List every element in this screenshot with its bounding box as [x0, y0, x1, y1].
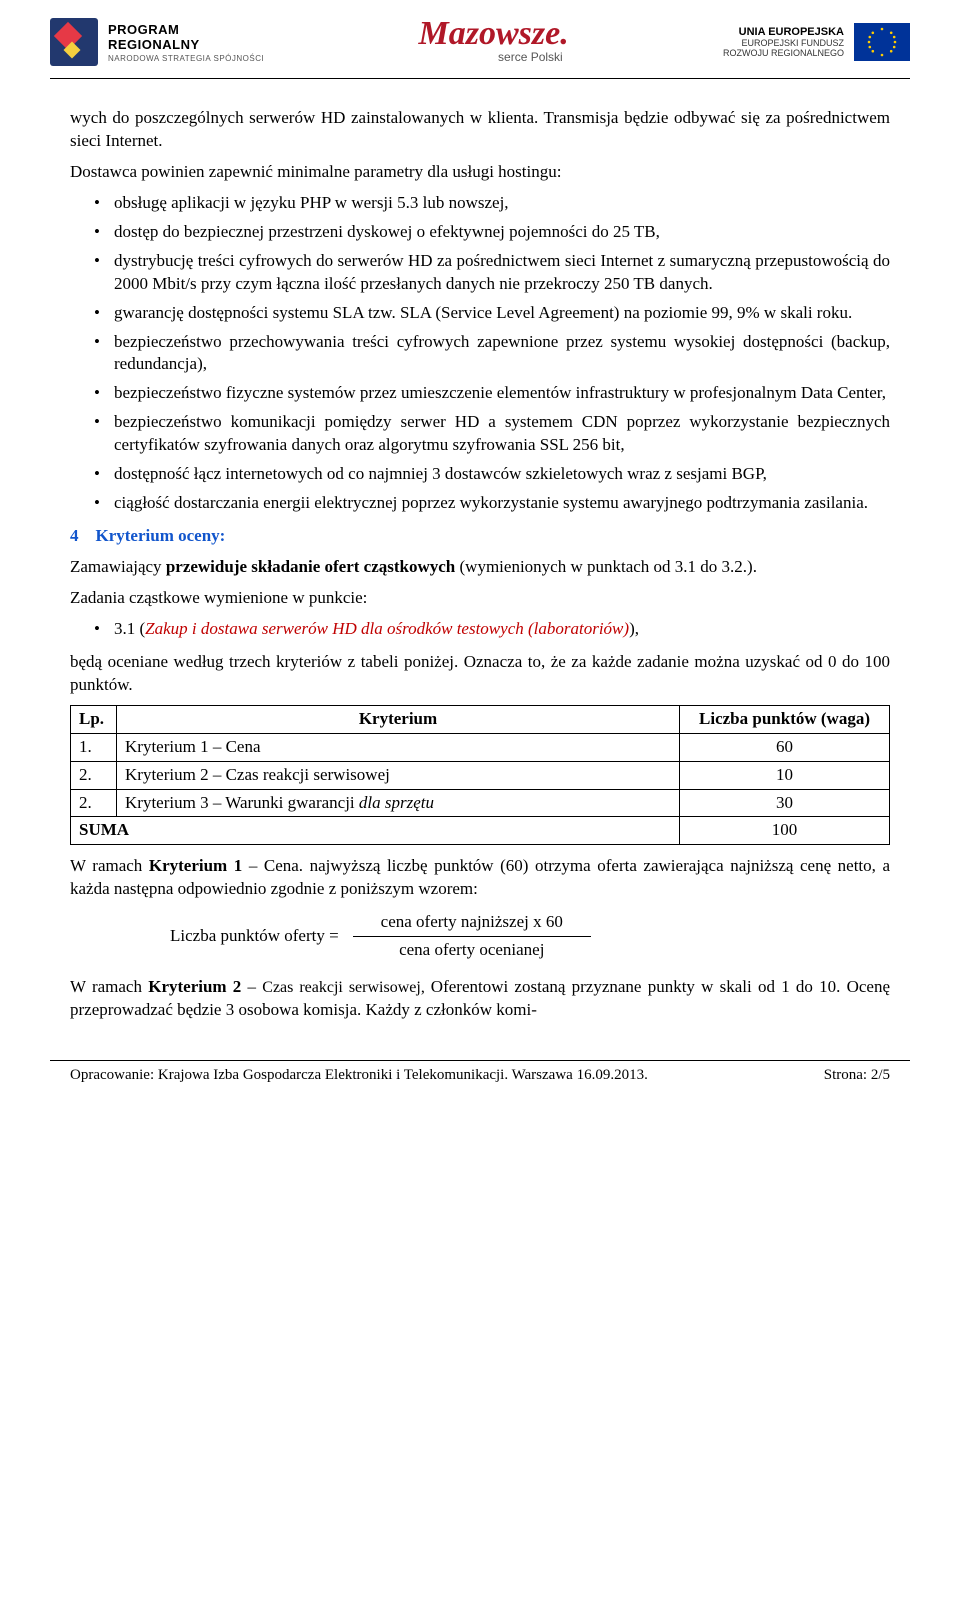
suma-label: SUMA: [79, 820, 129, 839]
cell-lp: 2.: [71, 761, 117, 789]
eu-line2: EUROPEJSKI FUNDUSZ: [723, 38, 844, 48]
para-tasks-lead: Zadania cząstkowe wymienione w punkcie:: [70, 587, 890, 610]
text: W ramach: [70, 977, 148, 996]
cell-suma-val: 100: [680, 817, 890, 845]
cell-lp: 2.: [71, 789, 117, 817]
cell-kr: Kryterium 3 – Warunki gwarancji dla sprz…: [117, 789, 680, 817]
cell-kr: Kryterium 2 – Czas reakcji serwisowej: [117, 761, 680, 789]
eu-line3: ROZWOJU REGIONALNEGO: [723, 48, 844, 58]
criteria-table: Lp. Kryterium Liczba punktów (waga) 1. K…: [70, 705, 890, 846]
bullet-item: bezpieczeństwo komunikacji pomiędzy serw…: [94, 411, 890, 457]
para-kryt1: W ramach Kryterium 1 – Cena. najwyższą l…: [70, 855, 890, 901]
text: (wymienionych w punktach od 3.1 do 3.2.)…: [455, 557, 757, 576]
cell-kr: Kryterium 1 – Cena: [117, 733, 680, 761]
section-4-heading: 4 Kryterium oceny:: [70, 525, 890, 548]
logo-program-regionalny: PROGRAM REGIONALNY NARODOWA STRATEGIA SP…: [50, 18, 264, 66]
bullet-item: ciągłość dostarczania energii elektryczn…: [94, 492, 890, 515]
pr-line2: REGIONALNY: [108, 37, 264, 52]
text-bold: Kryterium 1: [149, 856, 242, 875]
bullet-item: dystrybucję treści cyfrowych do serwerów…: [94, 250, 890, 296]
pr-line3: NARODOWA STRATEGIA SPÓJNOŚCI: [108, 54, 264, 63]
task-list: 3.1 (Zakup i dostawa serwerów HD dla ośr…: [70, 618, 890, 641]
text: Zamawiający: [70, 557, 166, 576]
document-body: wych do poszczególnych serwerów HD zains…: [0, 79, 960, 1042]
cell-lp: 1.: [71, 733, 117, 761]
cell-pts: 30: [680, 789, 890, 817]
hosting-list: obsługę aplikacji w języku PHP w wersji …: [70, 192, 890, 515]
bullet-item: bezpieczeństwo fizyczne systemów przez u…: [94, 382, 890, 405]
text: –: [241, 977, 262, 996]
logo-eu: UNIA EUROPEJSKA EUROPEJSKI FUNDUSZ ROZWO…: [723, 23, 910, 61]
section-number: 4: [70, 526, 79, 545]
th-lp: Lp.: [71, 705, 117, 733]
pr-line1: PROGRAM: [108, 22, 264, 37]
text: Kryterium 3 – Warunki gwarancji: [125, 793, 359, 812]
formula-lhs: Liczba punktów oferty =: [170, 925, 339, 948]
para-criteria-lead: będą oceniane według trzech kryteriów z …: [70, 651, 890, 697]
table-header-row: Lp. Kryterium Liczba punktów (waga): [71, 705, 890, 733]
pr-text: PROGRAM REGIONALNY NARODOWA STRATEGIA SP…: [108, 22, 264, 63]
section-title: Kryterium oceny:: [96, 526, 226, 545]
text: 3.1 (: [114, 619, 145, 638]
text: W ramach: [70, 856, 149, 875]
task-red-italic: Zakup i dostawa serwerów HD dla ośrodków…: [145, 619, 629, 638]
table-row: 1. Kryterium 1 – Cena 60: [71, 733, 890, 761]
eu-line1: UNIA EUROPEJSKA: [723, 26, 844, 38]
cell-suma-label: SUMA: [71, 817, 680, 845]
bullet-item: gwarancję dostępności systemu SLA tzw. S…: [94, 302, 890, 325]
page-header: PROGRAM REGIONALNY NARODOWA STRATEGIA SP…: [0, 0, 960, 78]
table-row: 2. Kryterium 2 – Czas reakcji serwisowej…: [71, 761, 890, 789]
text-bold: Kryterium 2: [148, 977, 241, 996]
table-sum-row: SUMA 100: [71, 817, 890, 845]
bullet-item: dostęp do bezpiecznej przestrzeni dyskow…: [94, 221, 890, 244]
table-row: 2. Kryterium 3 – Warunki gwarancji dla s…: [71, 789, 890, 817]
formula-fraction: cena oferty najniższej x 60 cena oferty …: [353, 911, 591, 962]
page-footer: Opracowanie: Krajowa Izba Gospodarcza El…: [0, 1061, 960, 1108]
para-intro-cont: wych do poszczególnych serwerów HD zains…: [70, 107, 890, 153]
th-kryterium: Kryterium: [117, 705, 680, 733]
text-ital: dla sprzętu: [359, 793, 434, 812]
para-hosting-lead: Dostawca powinien zapewnić minimalne par…: [70, 161, 890, 184]
cell-pts: 60: [680, 733, 890, 761]
pr-star-icon: [50, 18, 98, 66]
bullet-item: obsługę aplikacji w języku PHP w wersji …: [94, 192, 890, 215]
text-bold: przewiduje składanie ofert cząstkowych: [166, 557, 455, 576]
logo-mazowsze: Mazowsze. serce Polski: [419, 20, 569, 63]
footer-page: Strona: 2/5: [824, 1067, 890, 1084]
eu-text: UNIA EUROPEJSKA EUROPEJSKI FUNDUSZ ROZWO…: [723, 26, 844, 58]
text: ),: [629, 619, 639, 638]
bullet-item: bezpieczeństwo przechowywania treści cyf…: [94, 331, 890, 377]
th-points: Liczba punktów (waga): [680, 705, 890, 733]
formula-numerator: cena oferty najniższej x 60: [353, 911, 591, 936]
cell-pts: 10: [680, 761, 890, 789]
formula-denominator: cena oferty ocenianej: [371, 937, 572, 962]
points-formula: Liczba punktów oferty = cena oferty najn…: [70, 911, 890, 962]
para-offers: Zamawiający przewiduje składanie ofert c…: [70, 556, 890, 579]
bullet-item: dostępność łącz internetowych od co najm…: [94, 463, 890, 486]
mazowsze-script: Mazowsze.: [419, 20, 569, 47]
text-small: Czas reakcji serwisowej,: [262, 979, 431, 996]
para-kryt2: W ramach Kryterium 2 – Czas reakcji serw…: [70, 976, 890, 1022]
eu-flag-icon: [854, 23, 910, 61]
bullet-item: 3.1 (Zakup i dostawa serwerów HD dla ośr…: [94, 618, 890, 641]
footer-left: Opracowanie: Krajowa Izba Gospodarcza El…: [70, 1067, 648, 1084]
